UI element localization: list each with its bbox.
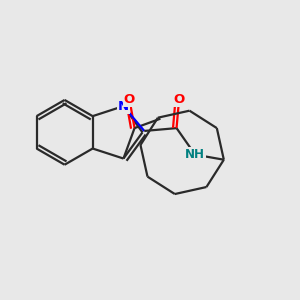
Text: O: O xyxy=(173,93,185,106)
Text: NH: NH xyxy=(185,148,205,161)
Text: O: O xyxy=(124,93,135,106)
Text: N: N xyxy=(118,100,129,112)
